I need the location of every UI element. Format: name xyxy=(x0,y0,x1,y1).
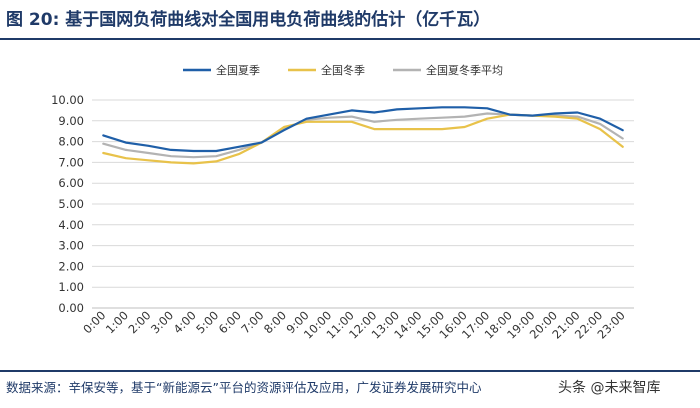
y-tick-label: 8.00 xyxy=(58,135,84,149)
source-divider xyxy=(0,370,700,372)
x-tick-label: 7:00 xyxy=(238,308,266,336)
y-tick-label: 3.00 xyxy=(58,239,84,253)
x-tick-label: 0:00 xyxy=(80,308,108,336)
legend: 全国夏季 全国冬季 全国夏冬季平均 xyxy=(183,63,503,77)
legend-label: 全国冬季 xyxy=(321,63,365,77)
y-tick-label: 4.00 xyxy=(58,218,84,232)
x-tick-label: 1:00 xyxy=(103,308,131,336)
y-tick-label: 9.00 xyxy=(58,114,84,128)
load-curve-chart: 0.00 1.00 2.00 3.00 4.00 5.00 6.00 7.00 8.00 9.00… xyxy=(51,63,634,342)
title-divider xyxy=(0,38,700,40)
gridlines xyxy=(92,99,634,309)
x-axis: 0:001:002:003:004:005:006:007:008:009:00… xyxy=(80,307,634,342)
y-tick-label: 6.00 xyxy=(58,176,84,190)
y-tick-label: 10.00 xyxy=(51,93,84,107)
legend-label: 全国夏冬季平均 xyxy=(426,63,503,77)
data-source-note: 数据来源：辛保安等，基于“新能源云”平台的资源评估及应用，广发证券发展研究中心 xyxy=(6,380,482,395)
x-tick-label: 4:00 xyxy=(171,308,199,336)
series-lines xyxy=(102,106,624,165)
series-line-0 xyxy=(102,106,624,153)
x-tick-label: 6:00 xyxy=(216,308,244,336)
watermark: 头条 @未来智库 xyxy=(558,380,661,396)
x-tick-label: 3:00 xyxy=(148,308,176,336)
figure-title: 图 20: 基于国网负荷曲线对全国用电负荷曲线的估计（亿千瓦） xyxy=(6,10,491,30)
y-tick-label: 2.00 xyxy=(58,259,84,273)
y-tick-label: 7.00 xyxy=(58,155,84,169)
legend-label: 全国夏季 xyxy=(216,63,260,77)
y-tick-label: 1.00 xyxy=(58,280,84,294)
y-tick-label: 0.00 xyxy=(58,301,84,315)
x-tick-label: 2:00 xyxy=(125,308,153,336)
y-tick-label: 5.00 xyxy=(58,197,84,211)
x-tick-label: 8:00 xyxy=(261,308,289,336)
x-tick-label: 5:00 xyxy=(193,308,221,336)
y-axis: 0.00 1.00 2.00 3.00 4.00 5.00 6.00 7.00 8.00 9.00… xyxy=(51,93,84,315)
